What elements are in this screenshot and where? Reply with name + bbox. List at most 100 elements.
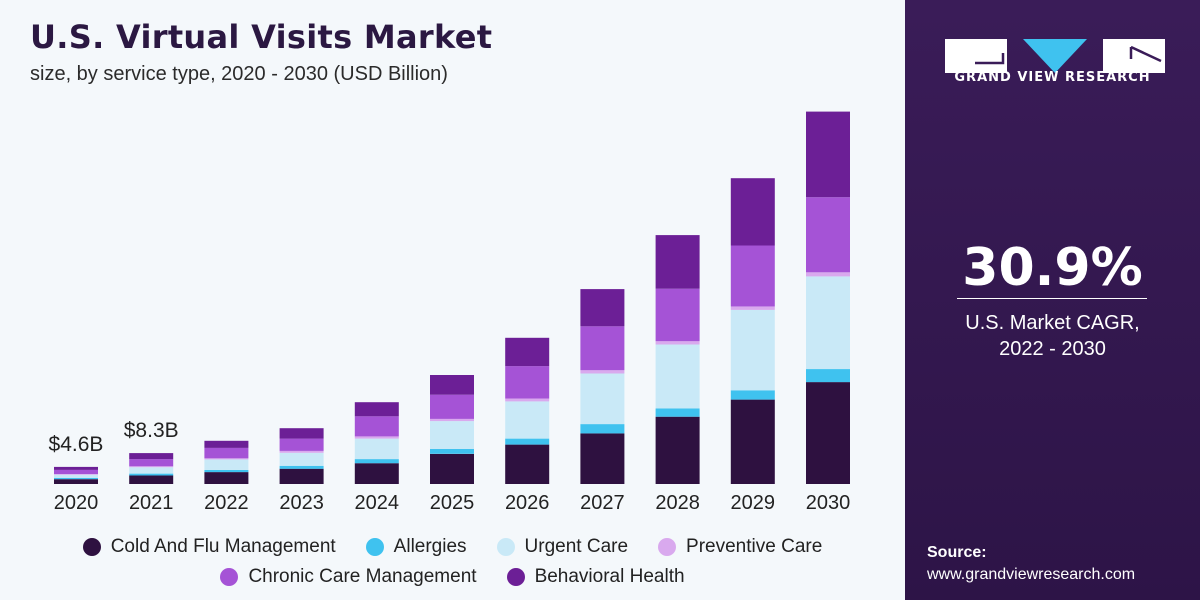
stacked-bar-chart: 2020 $4.6B 2021 $8.3B 2022 2023 2024 2025 2026 20… (49, 111, 851, 514)
chart-legend: Cold And Flu Management Allergies Urgent… (0, 532, 905, 592)
bar-segment-chronic-care-management-2025 (430, 394, 474, 419)
bar-segment-chronic-care-management-2024 (354, 416, 399, 437)
bar-segment-chronic-care-management-2020 (54, 469, 98, 474)
bar-segment-urgent-care-2028 (655, 344, 700, 409)
legend-swatch-preventive-care (658, 538, 677, 556)
legend-item-cold-and-flu: Cold And Flu Management (82, 536, 336, 558)
chart-subtitle: size, by service type, 2020 - 2030 (USD … (30, 63, 448, 85)
legend-label: Preventive Care (686, 536, 823, 557)
bar-segment-behavioral-health-2020 (54, 466, 98, 470)
legend-item-urgent-care: Urgent Care (496, 536, 629, 558)
bar-segment-chronic-care-management-2029 (730, 245, 775, 307)
x-tick-label-2022: 2022 (204, 492, 249, 514)
bar-segment-urgent-care-2029 (730, 309, 775, 391)
legend-item-allergies: Allergies (365, 536, 467, 558)
info-sidebar: GRAND VIEW RESEARCH 30.9% U.S. Market CA… (905, 0, 1200, 600)
bar-segment-behavioral-health-2024 (354, 402, 399, 417)
data-label-2021: $8.3B (124, 419, 179, 442)
legend-item-chronic-care: Chronic Care Management (220, 566, 477, 588)
bar-segment-cold-and-flu-management-2029 (730, 399, 775, 484)
cagr-label-line2: 2022 - 2030 (999, 338, 1106, 360)
x-tick-label-2025: 2025 (430, 492, 475, 514)
bar-segment-behavioral-health-2025 (430, 375, 474, 395)
bar-segment-behavioral-health-2030 (806, 111, 850, 198)
cagr-label: U.S. Market CAGR, 2022 - 2030 (905, 310, 1200, 362)
cagr-label-line1: U.S. Market CAGR, (965, 312, 1140, 334)
legend-swatch-allergies (365, 538, 384, 556)
legend-item-behavioral-health: Behavioral Health (506, 566, 685, 588)
bar-segment-preventive-care-2029 (730, 306, 775, 310)
bar-segment-behavioral-health-2021 (129, 453, 174, 460)
cagr-divider (957, 298, 1147, 299)
bar-segment-urgent-care-2026 (505, 401, 550, 439)
x-tick-label-2030: 2030 (806, 492, 851, 514)
bar-segment-urgent-care-2030 (806, 276, 850, 369)
bar-segment-preventive-care-2023 (279, 450, 324, 453)
bar-segment-urgent-care-2022 (204, 459, 249, 470)
bar-segment-preventive-care-2021 (129, 466, 174, 468)
bar-segment-chronic-care-management-2030 (806, 197, 850, 273)
bar-segment-cold-and-flu-management-2020 (54, 479, 98, 484)
x-tick-label-2021: 2021 (129, 492, 174, 514)
legend-label: Urgent Care (524, 536, 629, 557)
bar-segment-preventive-care-2028 (655, 341, 700, 345)
bar-segment-allergies-2020 (54, 478, 98, 480)
legend-swatch-urgent-care (496, 538, 515, 556)
bar-segment-preventive-care-2030 (806, 272, 850, 277)
bar-segment-cold-and-flu-management-2025 (430, 453, 474, 484)
legend-label: Behavioral Health (534, 566, 685, 587)
source-label: Source: (927, 544, 987, 561)
legend-item-preventive-care: Preventive Care (658, 536, 822, 558)
bar-segment-behavioral-health-2022 (204, 440, 249, 448)
chart-title: U.S. Virtual Visits Market (30, 18, 493, 56)
bar-segment-chronic-care-management-2023 (279, 438, 324, 451)
legend-row-2: Chronic Care Management Behavioral Healt… (0, 562, 905, 592)
bar-segment-cold-and-flu-management-2030 (806, 382, 850, 484)
x-tick-label-2029: 2029 (731, 492, 776, 514)
bar-segment-allergies-2023 (279, 465, 324, 469)
x-tick-label-2020: 2020 (54, 492, 99, 514)
legend-swatch-chronic-care (220, 568, 239, 586)
bar-segment-urgent-care-2021 (129, 467, 174, 474)
source-url[interactable]: www.grandviewresearch.com (927, 566, 1136, 583)
data-label-2020: $4.6B (49, 433, 104, 456)
bar-segment-cold-and-flu-management-2024 (354, 463, 399, 484)
legend-label: Allergies (393, 536, 467, 557)
bar-segment-allergies-2029 (730, 390, 775, 400)
bar-segment-behavioral-health-2027 (580, 289, 625, 327)
bar-segment-urgent-care-2024 (354, 438, 399, 460)
bar-segment-preventive-care-2022 (204, 458, 249, 460)
bar-segment-cold-and-flu-management-2026 (505, 444, 550, 484)
bar-segment-allergies-2030 (806, 369, 850, 383)
bar-segment-chronic-care-management-2026 (505, 366, 550, 399)
bar-segment-cold-and-flu-management-2023 (279, 468, 324, 484)
legend-row-1: Cold And Flu Management Allergies Urgent… (0, 532, 905, 562)
bar-segment-cold-and-flu-management-2027 (580, 433, 625, 484)
bar-segment-chronic-care-management-2028 (655, 288, 700, 342)
bar-segment-cold-and-flu-management-2028 (655, 416, 700, 484)
grand-view-research-logo (945, 39, 1165, 73)
bar-segment-cold-and-flu-management-2022 (204, 472, 249, 484)
bar-segment-preventive-care-2027 (580, 370, 625, 374)
bar-segment-allergies-2024 (354, 459, 399, 464)
bar-segment-cold-and-flu-management-2021 (129, 475, 174, 484)
bar-segment-allergies-2025 (430, 449, 474, 454)
bar-segment-allergies-2026 (505, 438, 550, 445)
bar-segment-chronic-care-management-2022 (204, 447, 249, 459)
bar-segment-urgent-care-2025 (430, 421, 474, 449)
bar-segment-behavioral-health-2026 (505, 337, 550, 367)
legend-label: Cold And Flu Management (110, 536, 336, 557)
bar-segment-behavioral-health-2029 (730, 178, 775, 246)
bar-segment-allergies-2021 (129, 473, 174, 476)
x-tick-label-2024: 2024 (355, 492, 400, 514)
x-tick-label-2028: 2028 (655, 492, 700, 514)
bar-segment-urgent-care-2020 (54, 474, 98, 478)
bar-segment-preventive-care-2020 (54, 474, 98, 475)
legend-swatch-behavioral-health (506, 568, 525, 586)
bar-segment-allergies-2022 (204, 469, 249, 473)
x-tick-label-2023: 2023 (279, 492, 324, 514)
logo-text: GRAND VIEW RESEARCH (954, 70, 1151, 85)
legend-label: Chronic Care Management (248, 566, 477, 587)
bar-segment-preventive-care-2026 (505, 398, 550, 402)
x-tick-label-2026: 2026 (505, 492, 550, 514)
